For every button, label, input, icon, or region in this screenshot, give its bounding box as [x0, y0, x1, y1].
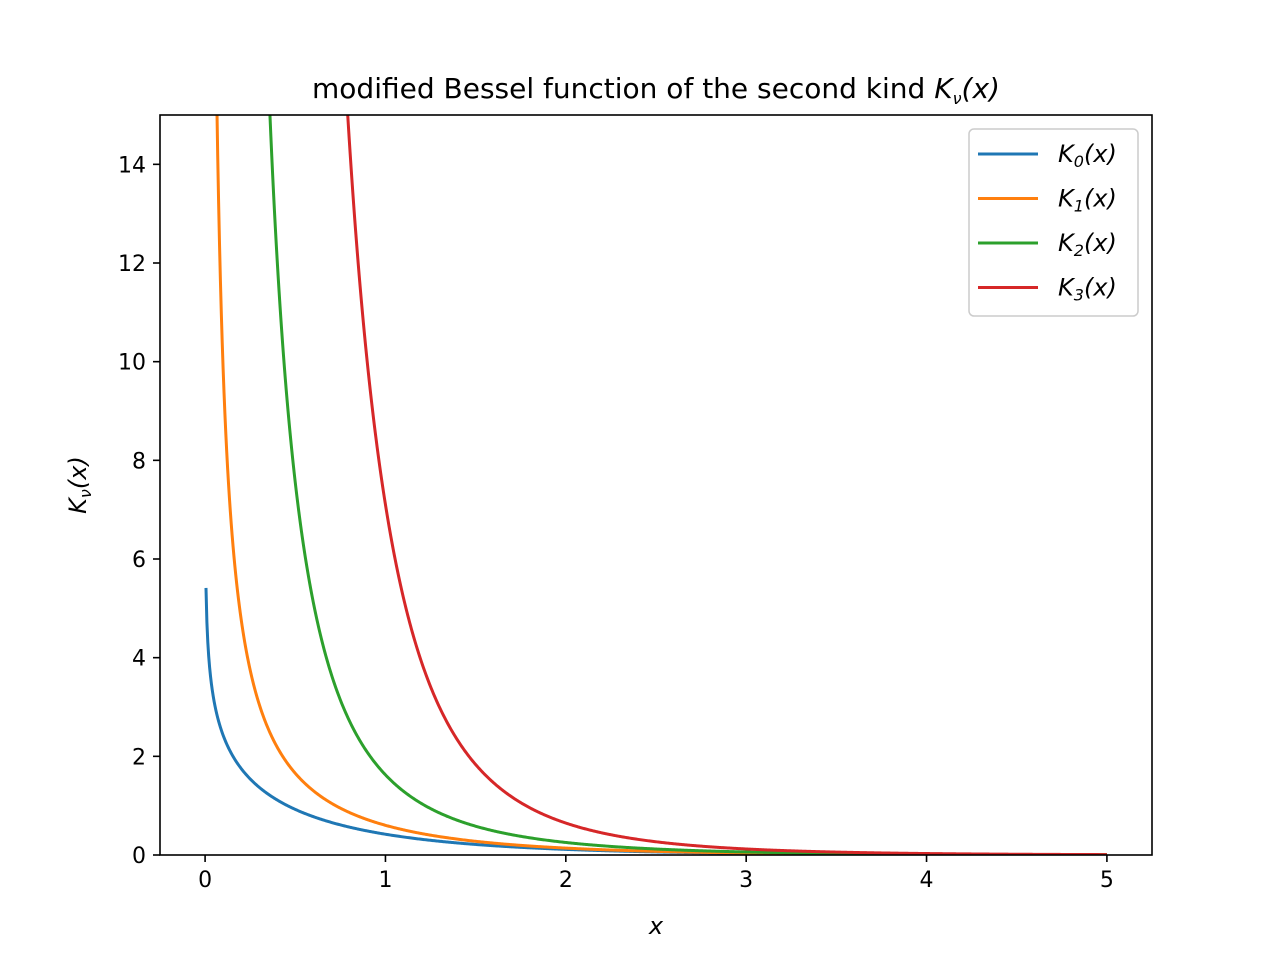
x-tick-label: 0 — [198, 868, 212, 893]
y-tick-label: 10 — [118, 351, 146, 376]
series-line-k1 — [215, 115, 1108, 855]
legend-label-k0: K0(x) — [1058, 140, 1117, 171]
x-axis-ticks: 0 1 2 3 4 5 — [198, 855, 1114, 893]
chart-title-prefix: modified Bessel function of the second k… — [312, 72, 934, 105]
y-axis-label-arg: (x) — [64, 456, 92, 489]
legend-box — [968, 128, 1139, 317]
y-axis-ticks: 0 2 4 6 8 10 12 14 — [118, 153, 160, 869]
series-line-k2 — [268, 115, 1108, 855]
x-tick-label: 5 — [1100, 868, 1114, 893]
legend-label-k1: K1(x) — [1058, 185, 1117, 216]
legend-label-k2: K2(x) — [1058, 229, 1117, 260]
y-tick-label: 2 — [132, 745, 146, 770]
series-line-k3 — [346, 115, 1108, 855]
plot-frame — [159, 114, 1153, 856]
y-axis-label-base: K — [64, 496, 92, 514]
x-tick-label: 2 — [559, 868, 573, 893]
chart-title: modified Bessel function of the second k… — [312, 72, 1000, 108]
y-tick-label: 6 — [132, 548, 146, 573]
y-axis-label: Kν(x) — [64, 456, 95, 514]
legend-entries: K0(x) K1(x) K2(x) K3(x) — [978, 140, 1117, 305]
x-tick-label: 1 — [378, 868, 392, 893]
series-layer — [204, 115, 1108, 855]
y-tick-label: 4 — [132, 647, 146, 672]
x-tick-label: 3 — [739, 868, 753, 893]
chart-title-math-arg: (x) — [962, 72, 1000, 105]
legend: K0(x) K1(x) K2(x) K3(x) — [968, 128, 1139, 317]
y-tick-label: 8 — [132, 449, 146, 474]
chart-title-math-sub: ν — [953, 89, 962, 108]
y-tick-label: 0 — [132, 844, 146, 869]
y-tick-label: 14 — [118, 153, 146, 178]
y-tick-label: 12 — [118, 252, 146, 277]
y-axis-label-sub: ν — [76, 489, 95, 498]
series-line-k0 — [204, 587, 1108, 855]
x-tick-label: 4 — [920, 868, 934, 893]
legend-label-k3: K3(x) — [1058, 274, 1117, 305]
chart-title-math-base: K — [934, 72, 955, 105]
x-axis-label: x — [648, 912, 664, 940]
